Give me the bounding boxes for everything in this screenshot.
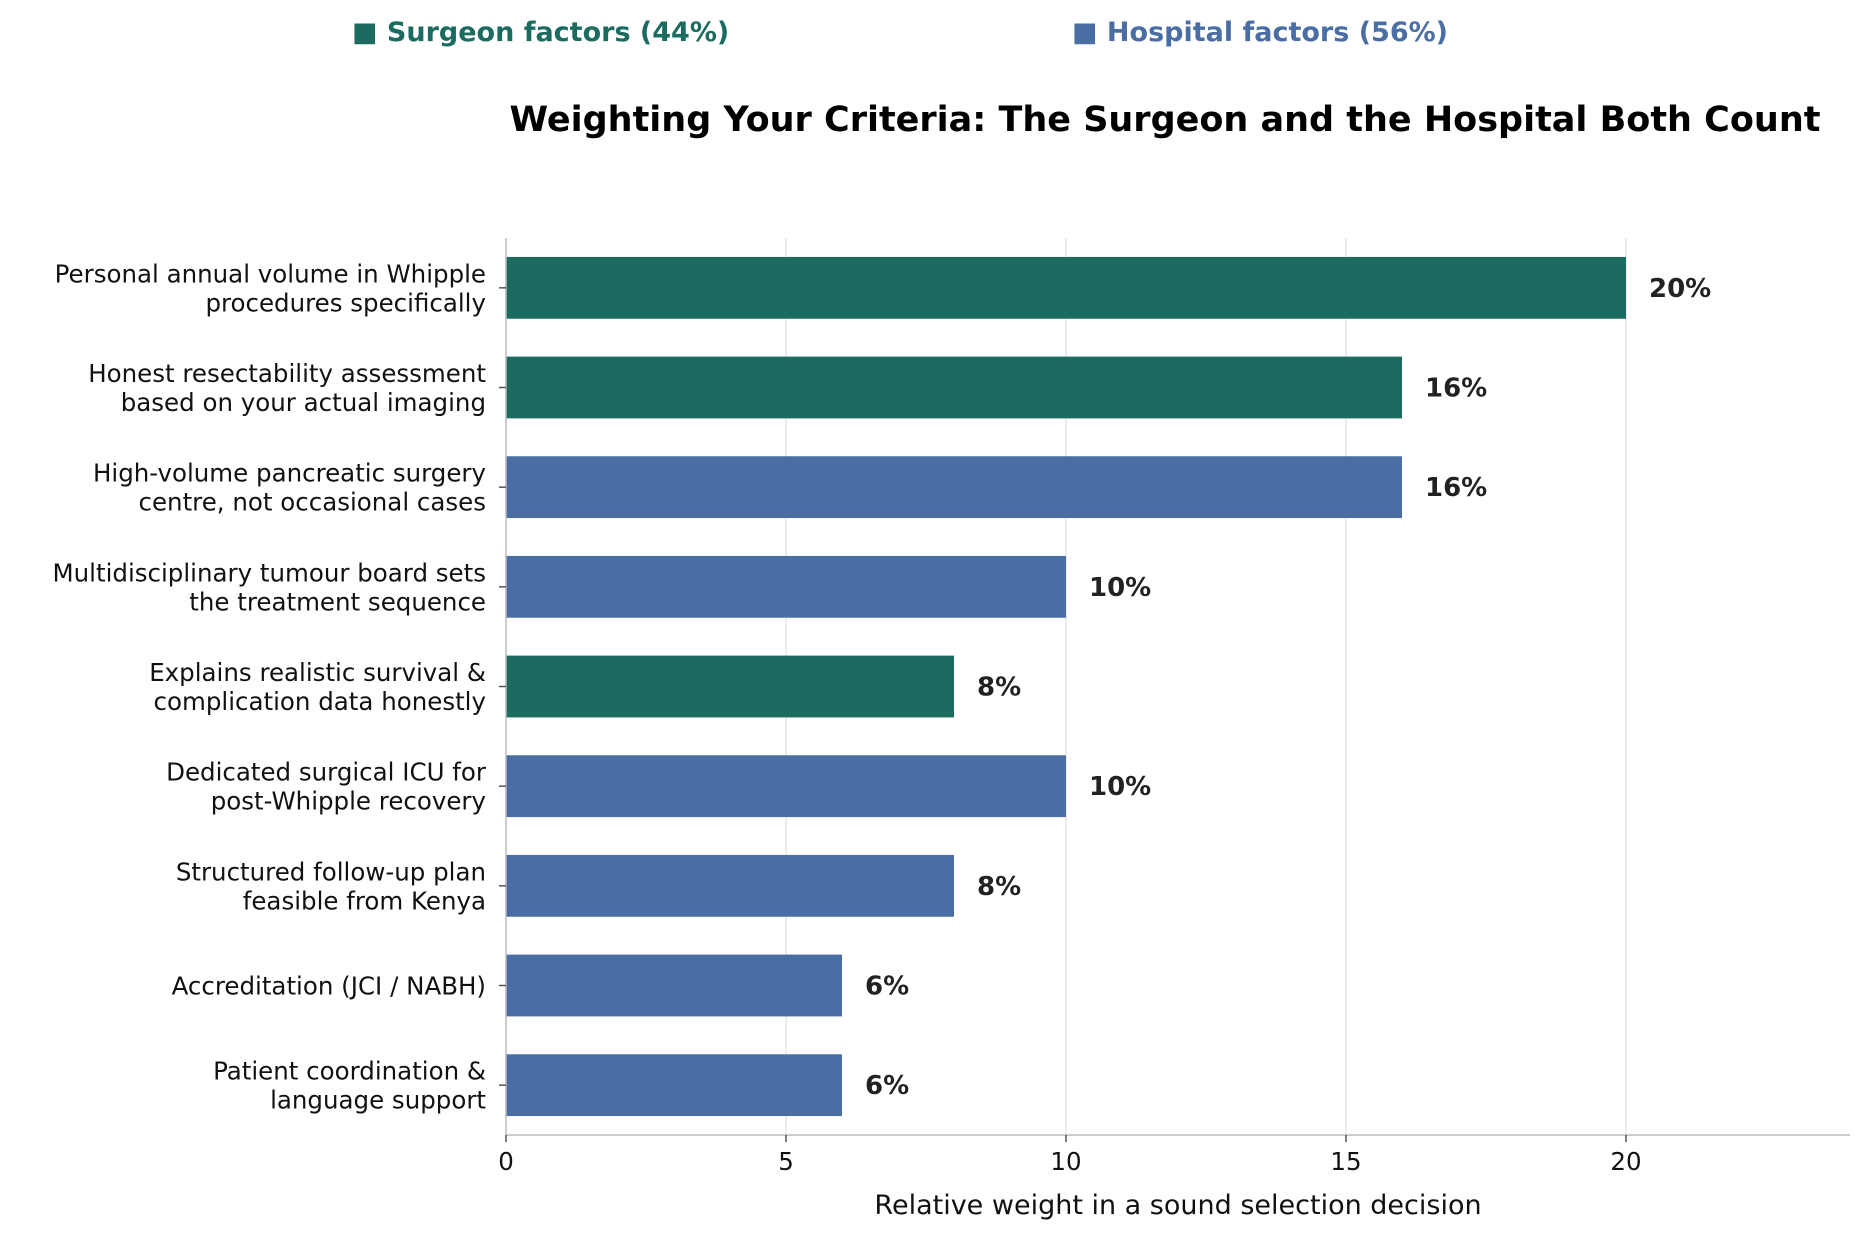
data-label-4: 10% [1089,573,1151,603]
category-label-3: High-volume pancreatic surgery centre, no… [93,459,486,517]
category-label-line: Patient coordination & [213,1057,486,1086]
bar-4 [506,555,1066,618]
category-label-line: Explains realistic survival & [149,658,486,687]
legend-marker: ■ [352,17,387,48]
legend-item-hospital-factors: ■ Hospital factors (56%) [1072,17,1448,48]
bar-3 [506,456,1402,519]
category-label-line: based on your actual imaging [121,388,486,417]
bar-9 [506,1054,842,1117]
data-label-3: 16% [1425,473,1487,503]
legend: ■ Surgeon factors (44%) ■ Hospital facto… [352,17,1448,48]
x-tick-label-15: 15 [1330,1147,1361,1176]
bar-5 [506,655,954,718]
x-axis-label: Relative weight in a sound selection dec… [874,1190,1481,1221]
category-label-line: complication data honestly [154,687,486,716]
legend-label: Surgeon factors (44%) [387,17,729,48]
category-label-8: Accreditation (JCI / NABH) [172,972,486,1001]
category-label-4: Multidisciplinary tumour board sets the t… [53,558,486,616]
x-tick-label-0: 0 [498,1147,514,1176]
legend-label: Hospital factors (56%) [1107,17,1448,48]
legend-item-surgeon-factors: ■ Surgeon factors (44%) [352,17,729,48]
data-labels: 20% 16% 16% 10% 8% 10% 8% 6% 6% [865,274,1711,1101]
category-label-line: Dedicated surgical ICU for [166,758,487,787]
bar-2 [506,356,1402,419]
category-label-line: Personal annual volume in Whipple [55,259,486,288]
data-label-9: 6% [865,1071,909,1101]
category-label-1: Personal annual volume in Whipple procedu… [55,259,486,317]
category-label-line: procedures specifically [205,288,486,317]
data-label-1: 20% [1649,274,1711,304]
data-label-2: 16% [1425,374,1487,404]
category-label-6: Dedicated surgical ICU for post-Whipple r… [166,758,487,816]
legend-marker: ■ [1072,17,1107,48]
x-tick-label-10: 10 [1050,1147,1081,1176]
bar-6 [506,755,1066,818]
category-label-line: Multidisciplinary tumour board sets [53,558,486,587]
category-label-2: Honest resectability assessment based on … [88,359,486,417]
y-axis-labels: Personal annual volume in Whipple procedu… [53,259,506,1115]
x-tick-label-5: 5 [778,1147,794,1176]
bars [506,256,1626,1117]
category-label-line: Accreditation (JCI / NABH) [172,972,486,1001]
category-label-line: the treatment sequence [189,587,486,616]
category-label-line: centre, not occasional cases [139,488,487,517]
category-label-line: Structured follow-up plan [176,857,486,886]
chart-title: Weighting Your Criteria: The Surgeon and… [510,100,1821,140]
data-label-7: 8% [977,872,1021,902]
category-label-line: Honest resectability assessment [88,359,486,388]
bar-8 [506,954,842,1017]
bar-7 [506,854,954,917]
x-tick-label-20: 20 [1610,1147,1641,1176]
category-label-line: language support [270,1086,486,1115]
data-label-8: 6% [865,972,909,1002]
category-label-9: Patient coordination & language support [213,1057,486,1115]
category-label-line: feasible from Kenya [243,886,486,915]
category-label-7: Structured follow-up plan feasible from K… [176,857,486,915]
category-label-line: post-Whipple recovery [211,787,486,816]
data-label-5: 8% [977,673,1021,703]
category-label-line: High-volume pancreatic surgery [93,459,486,488]
data-label-6: 10% [1089,772,1151,802]
category-label-5: Explains realistic survival & complicatio… [149,658,486,716]
x-axis-ticks: 0 5 10 15 20 [498,1135,1642,1176]
bar-1 [506,256,1626,319]
